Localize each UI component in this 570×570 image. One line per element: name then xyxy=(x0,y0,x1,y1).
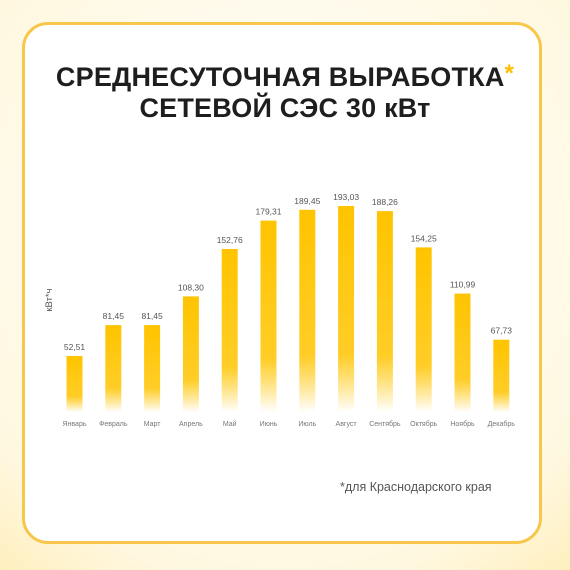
bar-3 xyxy=(144,325,161,412)
bar-8 xyxy=(338,206,355,412)
bar-1 xyxy=(66,356,83,412)
value-label-4: 108,30 xyxy=(178,282,204,292)
value-label-11: 110,99 xyxy=(450,280,476,290)
bar-12 xyxy=(493,339,510,412)
category-label-11: Ноябрь xyxy=(450,420,475,428)
category-label-8: Август xyxy=(336,421,358,428)
card-frame xyxy=(22,22,542,544)
bar-6 xyxy=(260,220,277,412)
y-axis-label: кВт*ч xyxy=(44,288,55,311)
bar-4 xyxy=(182,296,199,412)
category-label-7: Июль xyxy=(298,421,316,428)
category-label-4: Апрель xyxy=(179,421,203,428)
category-label-9: Сентябрь xyxy=(369,420,401,428)
category-label-2: Февраль xyxy=(99,421,128,428)
category-label-1: Январь xyxy=(63,421,87,428)
bar-2 xyxy=(105,325,122,412)
bar-9 xyxy=(376,211,393,412)
value-label-6: 179,31 xyxy=(256,207,282,217)
title-line-1: СРЕДНЕСУТОЧНАЯ ВЫРАБОТКА xyxy=(55,62,505,92)
bar-7 xyxy=(299,209,316,412)
category-label-12: Декабрь xyxy=(488,420,516,428)
bars-group: 52,51 Январь 81,45 Февраль 81,45 Март 108,30 Ап… xyxy=(63,192,516,428)
value-label-12: 67,73 xyxy=(491,326,513,336)
category-label-5: Май xyxy=(223,420,237,428)
title-line-2: СЕТЕВОЙ СЭС 30 кВт xyxy=(139,93,431,123)
category-label-10: Октябрь xyxy=(410,420,437,428)
bar-10 xyxy=(415,247,432,412)
bar-5 xyxy=(221,249,238,412)
value-label-3: 81,45 xyxy=(141,311,163,321)
category-label-3: Март xyxy=(144,421,162,428)
value-label-2: 81,45 xyxy=(103,311,125,321)
title-asterisk: * xyxy=(504,60,515,87)
value-label-1: 52,51 xyxy=(64,342,86,352)
category-label-6: Июнь xyxy=(260,421,278,428)
value-label-9: 188,26 xyxy=(372,197,398,207)
footnote: *для Краснодарского края xyxy=(340,480,492,494)
bar-11 xyxy=(454,293,471,412)
value-label-5: 152,76 xyxy=(217,235,243,245)
value-label-8: 193,03 xyxy=(333,192,359,202)
chart-title: СРЕДНЕСУТОЧНАЯ ВЫРАБОТКА* СЕТЕВОЙ СЭС 30… xyxy=(0,60,570,124)
value-label-10: 154,25 xyxy=(411,233,437,243)
value-label-7: 189,45 xyxy=(294,196,320,206)
